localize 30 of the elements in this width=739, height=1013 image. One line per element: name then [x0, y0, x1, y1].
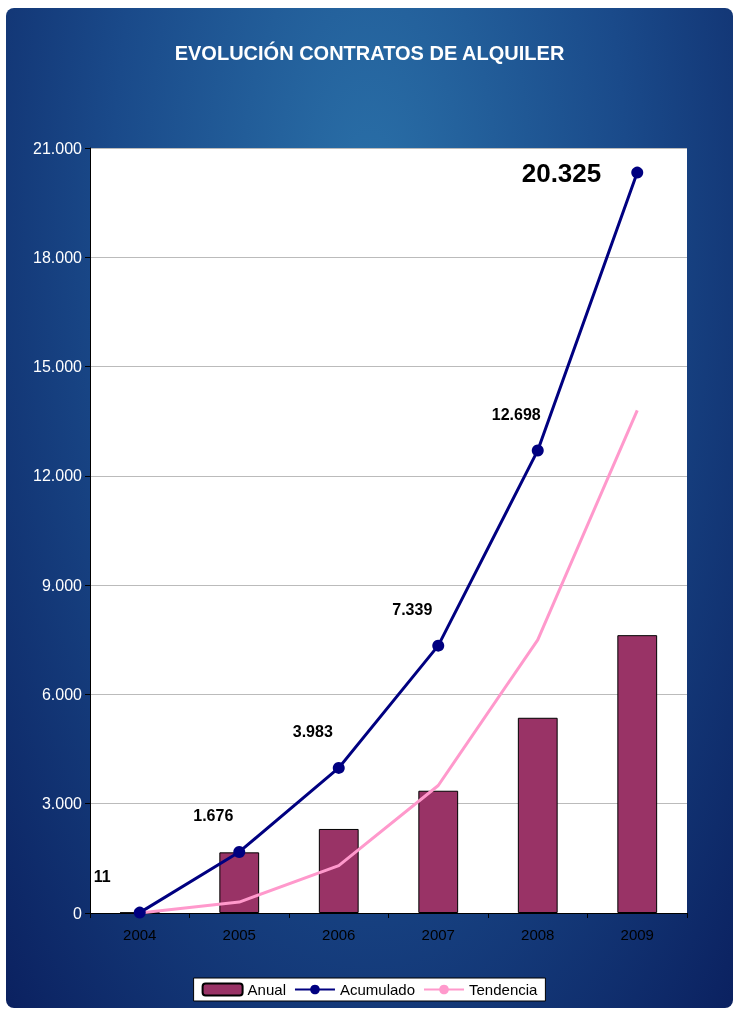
- point: [233, 845, 246, 858]
- point: [631, 166, 644, 179]
- x-tick-label: 2008: [521, 926, 555, 943]
- x-tick-label: 2005: [222, 926, 256, 943]
- legend-label: Tendencia: [469, 981, 539, 998]
- y-tick-label: 12.000: [33, 467, 83, 485]
- x-tick-label: 2007: [421, 926, 455, 943]
- y-tick-label: 9.000: [41, 576, 83, 594]
- y-tick-label: 0: [73, 904, 83, 922]
- y-tick-label: 18.000: [33, 248, 83, 266]
- point: [432, 639, 445, 652]
- data-label: 12.698: [491, 405, 541, 423]
- y-tick-label: 6.000: [41, 685, 83, 703]
- x-tick-label: 2006: [322, 926, 356, 943]
- point: [531, 444, 544, 457]
- y-tick-label: 15.000: [33, 358, 83, 376]
- data-label: 7.339: [392, 601, 433, 619]
- y-tick-label: 3.000: [41, 795, 83, 813]
- y-tick-label: 21.000: [33, 139, 83, 157]
- x-tick-label: 2004: [123, 926, 157, 943]
- point: [332, 761, 345, 774]
- data-label: 20.325: [521, 157, 602, 188]
- data-label: 1.676: [193, 807, 234, 825]
- legend-label: Acumulado: [339, 981, 416, 998]
- data-label: 11: [93, 868, 111, 886]
- point: [133, 906, 146, 919]
- chart-title: EVOLUCIÓN CONTRATOS DE ALQUILER: [174, 41, 565, 64]
- legend-label: Anual: [247, 981, 286, 998]
- x-tick-label: 2009: [620, 926, 654, 943]
- data-label: 3.983: [292, 723, 333, 741]
